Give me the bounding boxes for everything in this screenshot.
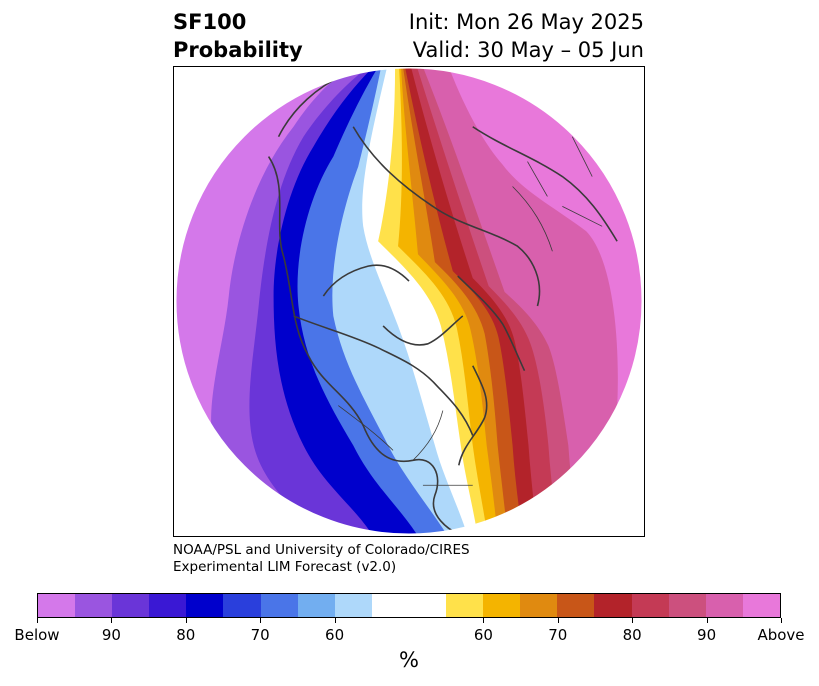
colorbar-segment	[520, 594, 558, 617]
colorbar-segment	[446, 594, 484, 617]
probability-field	[175, 67, 643, 535]
colorbar-segment	[371, 594, 447, 617]
credit-text: NOAA/PSL and University of Colorado/CIRE…	[173, 542, 470, 576]
colorbar-segment	[594, 594, 632, 617]
colorbar-segment	[38, 594, 76, 617]
colorbar-tick	[260, 618, 262, 623]
credit-line-2: Experimental LIM Forecast (v2.0)	[173, 559, 397, 575]
colorbar-segment	[668, 594, 706, 617]
colorbar-segment	[631, 594, 669, 617]
colorbar-tick-label: 60	[473, 626, 493, 644]
colorbar-segment	[186, 594, 224, 617]
colorbar-segment	[260, 594, 298, 617]
colorbar-segment	[483, 594, 521, 617]
colorbar-tick-label: 80	[176, 626, 196, 644]
valid-period: Valid: 30 May – 05 Jun	[412, 38, 644, 62]
colorbar-tick	[111, 618, 113, 623]
region-above-75	[405, 67, 554, 535]
credit-line-1: NOAA/PSL and University of Colorado/CIRE…	[173, 542, 470, 558]
init-date: Init: Mon 26 May 2025	[408, 10, 644, 34]
colorbar-segment	[149, 594, 187, 617]
colorbar-tick-label: 80	[622, 626, 642, 644]
colorbar-segment	[112, 594, 150, 617]
polar-forecast-map	[173, 66, 645, 537]
colorbar-tick	[37, 618, 38, 623]
colorbar-tick	[706, 618, 708, 623]
colorbar-tick	[334, 618, 336, 623]
north-pole-marker	[402, 294, 416, 308]
colorbar-tick-label: 70	[250, 626, 270, 644]
colorbar-tick-label: Above	[757, 626, 805, 644]
region-above-80	[410, 67, 571, 535]
colorbar-segment	[742, 594, 780, 617]
colorbar-tick-label: 90	[101, 626, 121, 644]
forecast-dates: Init: Mon 26 May 2025 Valid: 30 May – 05…	[409, 8, 644, 64]
colorbar-tick	[781, 618, 782, 623]
colorbar-tick	[185, 618, 187, 623]
region-above-90	[422, 67, 618, 535]
map-disc-edge	[175, 67, 643, 535]
title-line-2: Probability	[173, 38, 303, 62]
colorbar-segment	[223, 594, 261, 617]
borders	[338, 136, 603, 486]
colorbar-tick-label: 60	[325, 626, 345, 644]
colorbar-tick	[483, 618, 485, 623]
colorbar-tick	[632, 618, 634, 623]
colorbar-segment	[297, 594, 335, 617]
colorbar-unit-label: %	[399, 648, 419, 672]
region-above-85	[416, 67, 597, 535]
colorbar-segment	[557, 594, 595, 617]
colorbar-tick	[557, 618, 559, 623]
title-line-1: SF100	[173, 10, 247, 34]
colorbar-tick-label: 90	[697, 626, 717, 644]
map-title: SF100 Probability	[173, 8, 303, 64]
colorbar-segment	[705, 594, 743, 617]
probability-colorbar	[37, 593, 781, 618]
colorbar-segment	[334, 594, 372, 617]
colorbar-tick-label: Below	[14, 626, 60, 644]
colorbar-tick-label: 70	[548, 626, 568, 644]
colorbar-segment	[75, 594, 113, 617]
